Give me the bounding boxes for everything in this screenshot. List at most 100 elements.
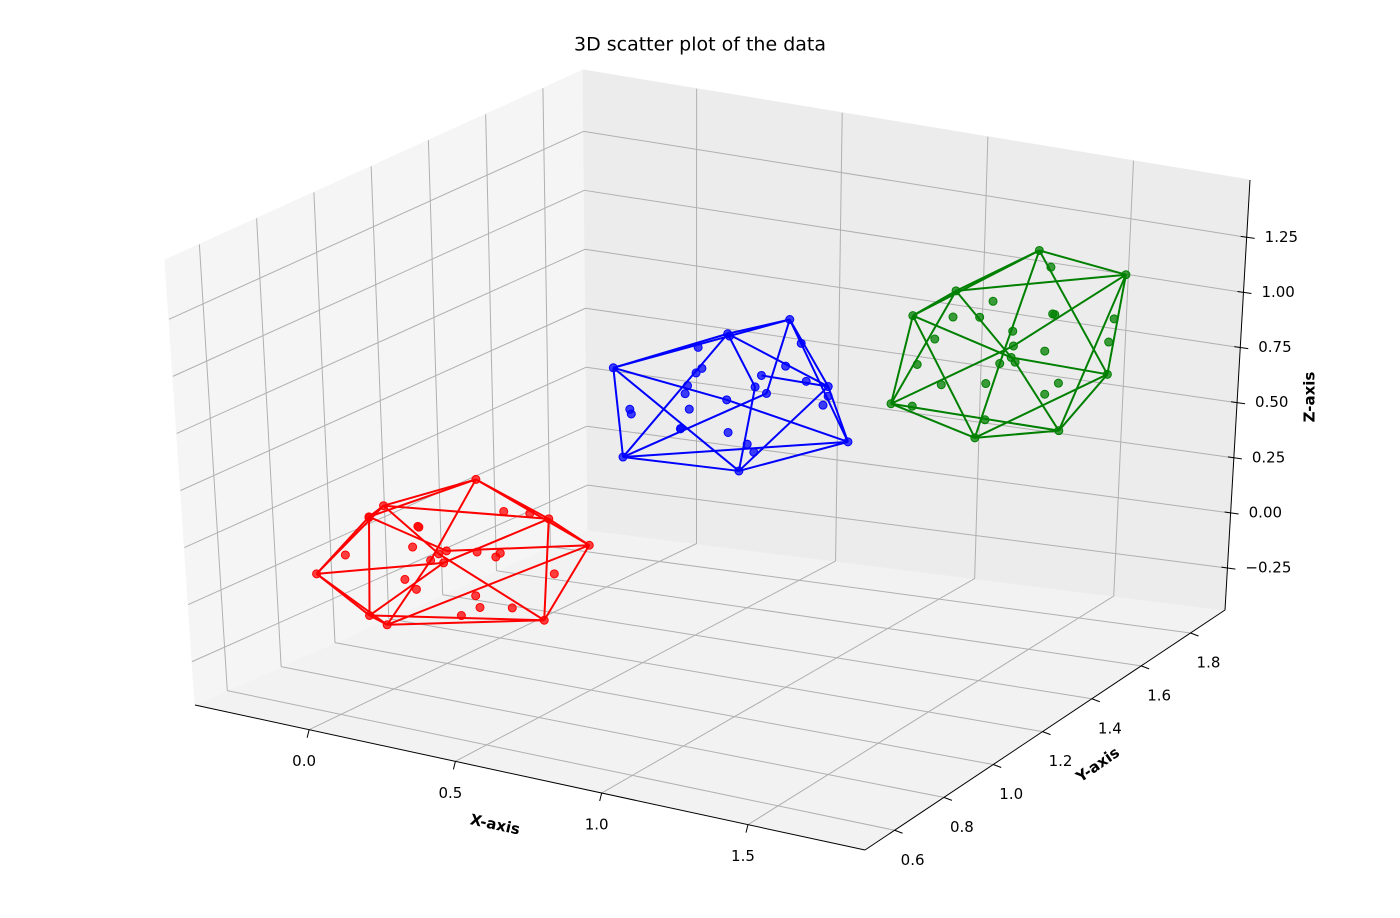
z-tick-label: 0.00 [1249, 503, 1282, 521]
hull-edge [1057, 274, 1127, 432]
point [936, 380, 946, 390]
y-tick [943, 796, 953, 801]
hull-edge [315, 573, 371, 617]
point [382, 620, 392, 630]
z-tick-label: −0.25 [1245, 559, 1291, 577]
point [608, 363, 618, 373]
grid-line [835, 112, 843, 562]
x-tick [452, 761, 456, 770]
grid-line [584, 248, 1241, 349]
grid-line [585, 307, 1238, 404]
z-tick-label: 1.25 [1265, 228, 1298, 246]
grid-line [442, 594, 1092, 700]
grid-line [485, 114, 497, 571]
panes [164, 69, 1251, 851]
point [785, 315, 795, 325]
point [908, 311, 918, 321]
hull-edge [1058, 373, 1109, 432]
z-tick [1234, 346, 1249, 350]
point [723, 427, 733, 437]
y-tick-label: 1.0 [999, 785, 1023, 803]
y-axis-line [864, 609, 1226, 851]
grid-line [308, 543, 697, 731]
point [975, 312, 985, 322]
hull-edge [543, 544, 591, 621]
y-tick [1140, 665, 1150, 670]
hull-edge [738, 385, 829, 472]
y-tick [894, 829, 903, 834]
point [970, 433, 980, 443]
hull-edge [368, 562, 445, 617]
point [886, 399, 896, 409]
hull-edge [738, 440, 849, 472]
grid-line [542, 88, 551, 547]
point [722, 395, 732, 405]
grid-line [747, 595, 1114, 826]
hull-edge [1106, 274, 1127, 375]
y-tick-label: 1.2 [1049, 752, 1073, 770]
point [762, 388, 772, 398]
point [693, 342, 703, 352]
hull-edge [974, 429, 1059, 439]
point [499, 506, 509, 516]
point [379, 501, 389, 511]
point [680, 389, 690, 399]
chart-title: 3D scatter plot of the data [574, 34, 826, 56]
y-tick-label: 1.6 [1147, 686, 1171, 704]
grid-line [496, 570, 1142, 667]
y-tick-label: 1.8 [1197, 654, 1221, 672]
point [1046, 262, 1056, 272]
x-axis-label: X-axis [469, 810, 522, 838]
hull-edge [368, 515, 447, 552]
point [442, 546, 452, 556]
hulls [315, 249, 1127, 626]
z-tick-label: 0.25 [1252, 448, 1285, 466]
y-tick-label: 0.8 [950, 818, 974, 836]
grid-line [583, 130, 1247, 238]
point [781, 361, 791, 371]
point [364, 513, 374, 523]
axes: 0.0 0.5 1.0 1.5 0.6 0.8 1.0 1.2 1.4 1.6 1.8 −0.25 0.… [194, 179, 1298, 869]
hull-edge [761, 374, 829, 388]
z-axis-line [1224, 179, 1251, 611]
hull-edge [613, 318, 791, 369]
z-tick-label: 0.75 [1258, 338, 1291, 356]
grid-line [974, 136, 989, 579]
point [365, 610, 375, 620]
point [749, 447, 759, 457]
y-tick [1190, 632, 1199, 637]
z-tick-label: 1.00 [1261, 283, 1294, 301]
point [725, 331, 735, 341]
point [1040, 346, 1050, 356]
point [400, 574, 410, 584]
grid-line [191, 484, 588, 663]
hull-edge [387, 619, 545, 626]
point [414, 522, 424, 532]
grid-line [584, 189, 1244, 293]
hull-edge [622, 392, 767, 458]
point [930, 334, 940, 344]
hull-edge [737, 386, 757, 472]
hull-edge [973, 363, 1001, 439]
x-axis-line [194, 704, 866, 851]
point [539, 615, 549, 625]
point [948, 312, 958, 322]
grid-line [198, 244, 228, 691]
point [549, 569, 559, 579]
point [734, 466, 744, 476]
hull-edge [890, 402, 1059, 432]
z-axis-label: Z-axis [1301, 372, 1319, 423]
hull-edge [726, 398, 849, 443]
point [1104, 337, 1114, 347]
point [408, 542, 418, 552]
grid-line [188, 425, 588, 606]
x-tick-label: 0.5 [438, 784, 462, 802]
point [675, 424, 685, 434]
grid-line [601, 578, 975, 794]
hull-edge [890, 345, 1014, 405]
point [907, 401, 917, 411]
hull-edge [382, 504, 440, 555]
grid-line [184, 366, 587, 548]
point [426, 555, 436, 565]
